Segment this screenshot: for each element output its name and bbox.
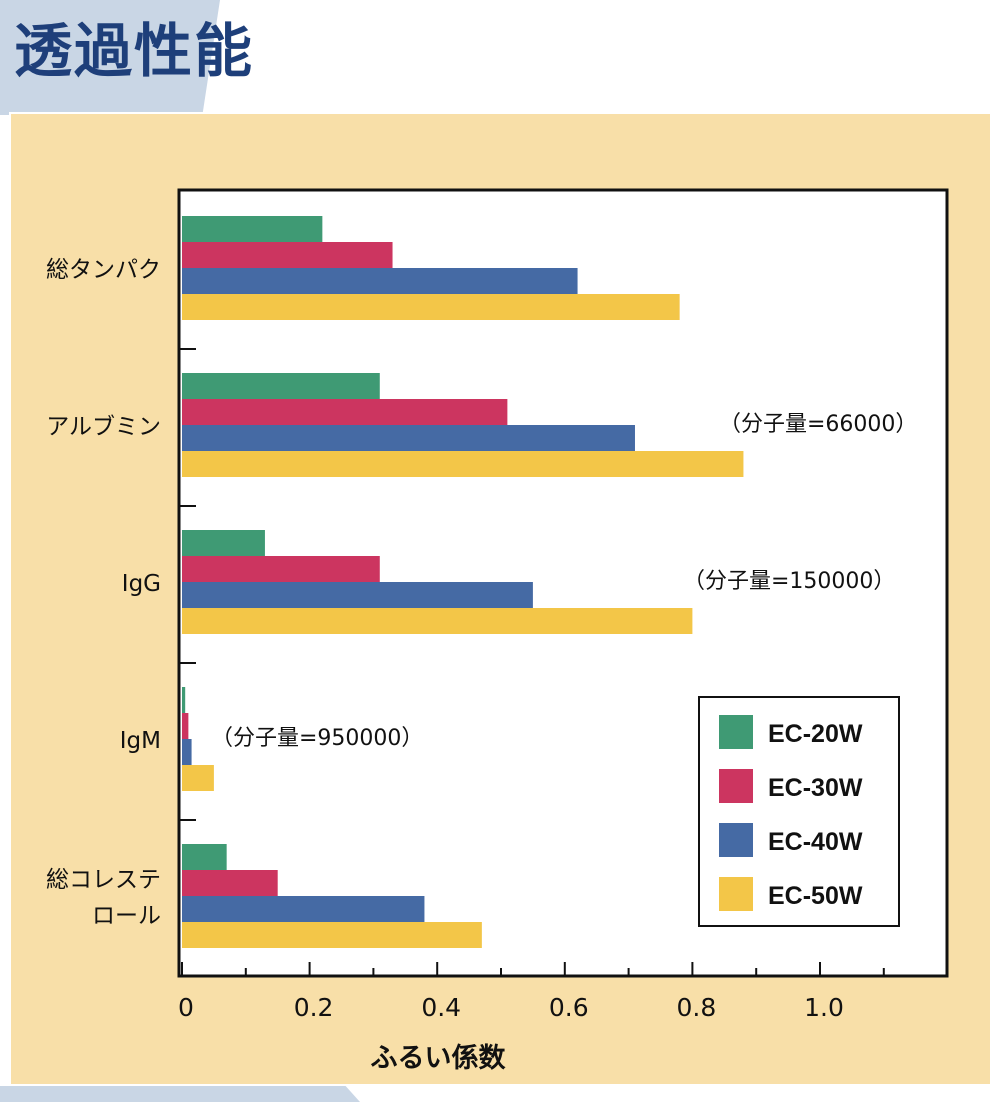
bar-ec-30w-cat4 <box>182 870 278 896</box>
bar-ec-40w-cat4 <box>182 896 425 922</box>
page-title: 透過性能 <box>14 17 255 85</box>
category-label-4-line1: ロール <box>92 903 161 929</box>
x-axis-ticks: 0 0.2 0.4 0.6 0.8 1.0 <box>178 962 885 1022</box>
category-label-0-line0: 総タンパク <box>46 257 161 283</box>
legend-swatch-ec-40w <box>719 823 753 857</box>
bar-ec-30w-cat2 <box>182 556 380 582</box>
legend-label-ec-50w: EC-50W <box>768 882 863 910</box>
x-tick-label-5: 1.0 <box>804 993 844 1022</box>
bar-ec-50w-cat4 <box>182 922 482 948</box>
x-tick-label-1: 0.2 <box>294 993 334 1022</box>
x-axis-label: ふるい係数 <box>371 1043 507 1074</box>
bar-ec-20w-cat4 <box>182 844 227 870</box>
legend-label-ec-30w: EC-30W <box>768 774 863 802</box>
category-label-4-line0: 総コレステ <box>46 867 161 893</box>
category-label-3-line0: IgM <box>120 728 161 754</box>
category-label-1-line0: アルブミン <box>46 414 161 440</box>
legend-swatch-ec-30w <box>719 769 753 803</box>
molecular-weight-annotation-1: （分子量=150000） <box>683 569 895 594</box>
bar-ec-40w-cat3 <box>182 739 192 765</box>
molecular-weight-annotation-2: （分子量=950000） <box>211 726 423 751</box>
bar-ec-20w-cat1 <box>182 373 380 399</box>
bar-ec-40w-cat1 <box>182 425 635 451</box>
category-label-2-line0: IgG <box>122 571 161 597</box>
header-accent-stripe <box>0 0 220 115</box>
legend-swatch-ec-50w <box>719 877 753 911</box>
legend-label-ec-40w: EC-40W <box>768 828 863 856</box>
legend-label-ec-20w: EC-20W <box>768 720 863 748</box>
legend-swatch-ec-20w <box>719 715 753 749</box>
bars-group <box>182 216 744 948</box>
annotations: （分子量=66000） （分子量=150000） （分子量=950000） <box>211 412 917 751</box>
x-tick-label-2: 0.4 <box>421 993 461 1022</box>
bar-ec-30w-cat1 <box>182 399 508 425</box>
footer-accent-stripe <box>0 1086 360 1102</box>
x-tick-label-4: 0.8 <box>677 993 717 1022</box>
legend: EC-20W EC-30W EC-40W EC-50W <box>698 696 900 927</box>
bar-ec-50w-cat0 <box>182 294 680 320</box>
category-separator-ticks <box>179 348 196 821</box>
x-tick-label-3: 0.6 <box>549 993 589 1022</box>
bar-ec-50w-cat1 <box>182 451 744 477</box>
bar-ec-40w-cat2 <box>182 582 533 608</box>
x-tick-label-0: 0 <box>178 993 194 1022</box>
chart-panel: 総タンパクアルブミン IgG IgM 総コレステロール 0 0.2 0.4 0.6 0.8 1.… <box>9 112 992 1086</box>
bar-ec-20w-cat0 <box>182 216 323 242</box>
bar-ec-50w-cat3 <box>182 765 214 791</box>
bar-ec-50w-cat2 <box>182 608 693 634</box>
bar-ec-20w-cat3 <box>182 687 186 713</box>
bar-ec-30w-cat3 <box>182 713 189 739</box>
molecular-weight-annotation-0: （分子量=66000） <box>719 412 917 437</box>
bar-ec-30w-cat0 <box>182 242 393 268</box>
bar-ec-20w-cat2 <box>182 530 265 556</box>
bar-ec-40w-cat0 <box>182 268 578 294</box>
